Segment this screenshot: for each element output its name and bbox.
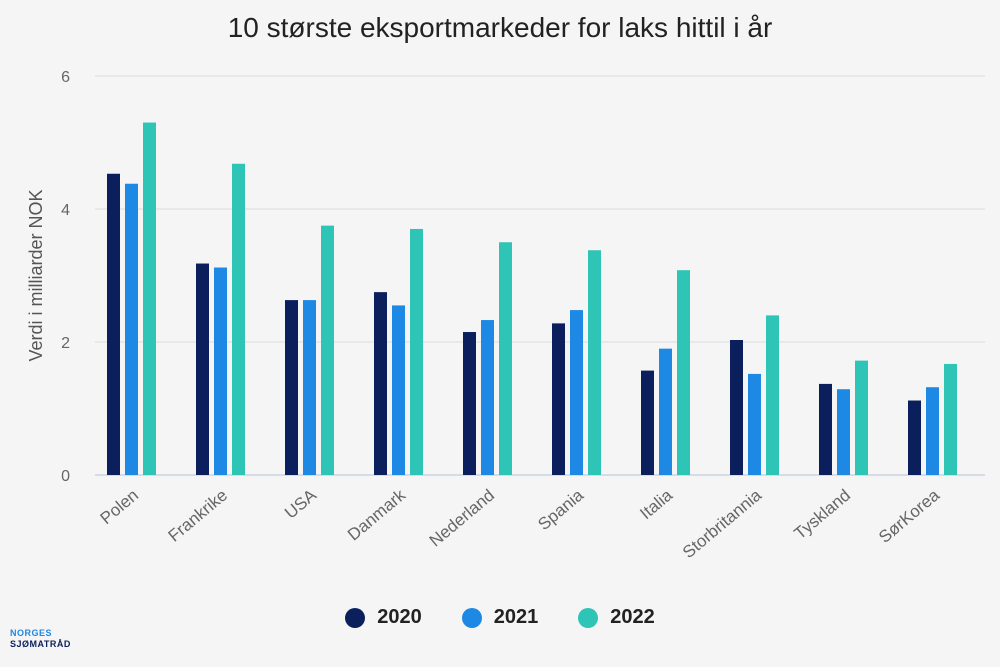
y-axis-label: Verdi i milliarder NOK [26,189,46,361]
x-tick-label: SørKorea [875,485,943,547]
bar [321,225,334,475]
bar [944,363,957,475]
chart-title: 10 største eksportmarkeder for laks hitt… [227,12,773,43]
bar [499,242,512,475]
x-tick-label: USA [281,485,320,522]
y-tick-label: 2 [61,335,70,352]
bar [374,292,387,475]
legend-label: 2022 [610,606,655,628]
bar-chart: 0 2 4 6 Verdi i milliarder NOK Polen Frankrike… [26,69,985,562]
bar [588,250,601,475]
bar [196,263,209,475]
legend-swatch [461,607,482,628]
legend-item: 2020 [345,606,422,629]
legend-item: 2022 [578,606,655,629]
norges-sjomatrad-logo: NORGES SJØMATRÅD [10,628,71,650]
bar [908,400,921,475]
x-tick-label: Italia [636,485,676,523]
x-tick-label: Spania [534,485,587,534]
bar [837,389,850,475]
logo-line-2: SJØMATRÅD [10,639,71,649]
bar [748,373,761,475]
legend-swatch [578,607,599,628]
logo-line-1: NORGES [10,628,53,638]
x-tick-label: Nederland [426,486,498,551]
bar [677,270,690,475]
x-tick-label: Frankrike [165,486,231,546]
bar [926,387,939,475]
bar [214,267,227,475]
legend-swatch [345,607,366,628]
bar [143,122,156,476]
x-tick-label: Storbritannia [679,485,765,562]
bar [392,305,405,475]
legend-item: 2021 [461,606,539,629]
legend-label: 2020 [377,606,422,628]
legend: 2020 2021 2022 [0,606,1000,629]
y-tick-label: 4 [61,202,70,219]
bar [232,163,245,475]
bar [125,183,138,476]
x-tick-label: Danmark [344,485,409,544]
bar [552,323,565,475]
bar [481,320,494,475]
bar [659,348,672,475]
bar [855,360,868,475]
bar [303,300,316,475]
bar [766,315,779,475]
bar [730,340,743,475]
x-tick-label: Tyskland [790,486,854,544]
y-tick-label: 0 [61,468,70,485]
y-tick-label: 6 [61,69,70,86]
bar [570,310,583,475]
bar [819,383,832,475]
legend-label: 2021 [493,606,539,628]
x-tick-label: Polen [97,486,143,529]
bar [463,332,476,475]
bar [641,370,654,475]
bar [285,300,298,475]
bar [107,173,120,475]
bar [410,228,423,475]
